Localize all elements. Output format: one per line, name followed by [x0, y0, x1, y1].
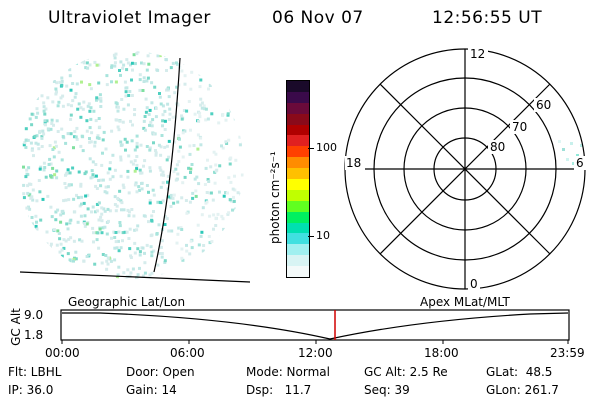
altitude-curve [62, 312, 569, 340]
app-title: Ultraviolet Imager [48, 8, 211, 28]
status-glat: GLat: 48.5 [486, 365, 553, 379]
timeline-y-axis-label: GC Alt [9, 308, 23, 346]
date-label: 06 Nov 07 [272, 8, 364, 28]
colorbar-segment [287, 211, 309, 223]
status-dsp: Dsp: 11.7 [246, 383, 312, 397]
uv-emission-speckle [20, 51, 244, 279]
colorbar-segment [287, 124, 309, 136]
mlt-label-12: 12 [470, 47, 485, 61]
timeline-y-tick-top: 9.0 [24, 308, 44, 322]
geographic-image [20, 51, 250, 283]
colorbar-segment [287, 135, 309, 147]
status-flt: Flt: LBHL [8, 365, 62, 379]
timeline-y-tick-bottom: 1.8 [24, 328, 44, 342]
timeline-right-title: Apex MLat/MLT [420, 295, 510, 309]
colorbar-segment [287, 244, 309, 256]
status-mode: Mode: Normal [246, 365, 330, 379]
mlt-label-0: 0 [470, 277, 478, 291]
x-tick-label-0000: 00:00 [45, 346, 80, 360]
colorbar-segment [287, 113, 309, 125]
mlt-label-18: 18 [346, 156, 361, 170]
status-door: Door: Open [126, 365, 195, 379]
colorbar-segment [287, 146, 309, 158]
colorbar-segment [287, 81, 309, 92]
x-tick-label-1800: 18:00 [424, 346, 459, 360]
colorbar-unit-label: photon cm⁻²s⁻¹ [268, 151, 282, 244]
polar-emission-patch [558, 140, 583, 165]
terminator-line [153, 57, 181, 273]
polar-diagonal-2 [379, 83, 551, 255]
x-tick-label-0600: 06:00 [170, 346, 205, 360]
horizon-line [20, 271, 250, 283]
colorbar-segment [287, 255, 309, 267]
colorbar-tick-10 [308, 236, 314, 237]
colorbar-segment [287, 102, 309, 114]
colorbar-segment [287, 233, 309, 245]
timeline-left-title: Geographic Lat/Lon [68, 295, 186, 309]
colorbar-segment [287, 200, 309, 212]
mlt-label-6: 6 [576, 156, 584, 170]
status-gain: Gain: 14 [126, 383, 177, 397]
timeline-plot [60, 309, 570, 344]
colorbar-label-10: 10 [316, 229, 330, 242]
colorbar-segment [287, 179, 309, 190]
colorbar-segment [287, 168, 309, 180]
status-glon: GLon: 261.7 [486, 383, 559, 397]
colorbar-segment [287, 266, 309, 278]
status-seq: Seq: 39 [364, 383, 410, 397]
polar-plot: 12 18 6 0 60 70 80 [344, 47, 586, 291]
lat-label-70: 70 [512, 120, 527, 134]
lat-label-80: 80 [490, 140, 505, 154]
x-tick-label-1200: 12:00 [298, 346, 333, 360]
colorbar-segment [287, 157, 309, 169]
colorbar-tick-100 [308, 148, 314, 149]
status-ip: IP: 36.0 [8, 383, 54, 397]
colorbar-segment [287, 91, 309, 103]
colorbar [286, 80, 310, 278]
x-tick-label-2359: 23:59 [550, 346, 585, 360]
colorbar-label-100: 100 [316, 141, 337, 154]
colorbar-segment [287, 189, 309, 201]
colorbar-segment [287, 222, 309, 234]
lat-label-60: 60 [536, 98, 551, 112]
time-label: 12:56:55 UT [432, 8, 543, 28]
status-gc-alt: GC Alt: 2.5 Re [364, 365, 448, 379]
